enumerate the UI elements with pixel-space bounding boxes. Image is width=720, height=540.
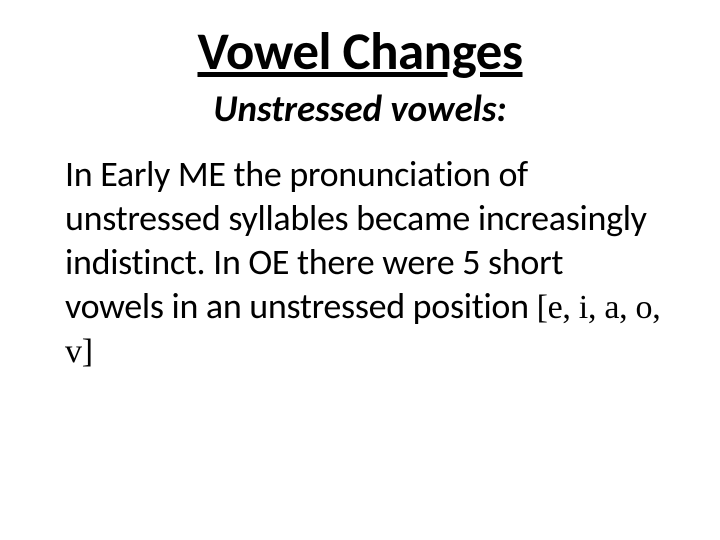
slide-title: Vowel Changes [55, 20, 665, 84]
slide-subtitle: Unstressed vowels: [55, 86, 665, 131]
slide-body: In Early ME the pronunciation of unstres… [55, 153, 665, 373]
